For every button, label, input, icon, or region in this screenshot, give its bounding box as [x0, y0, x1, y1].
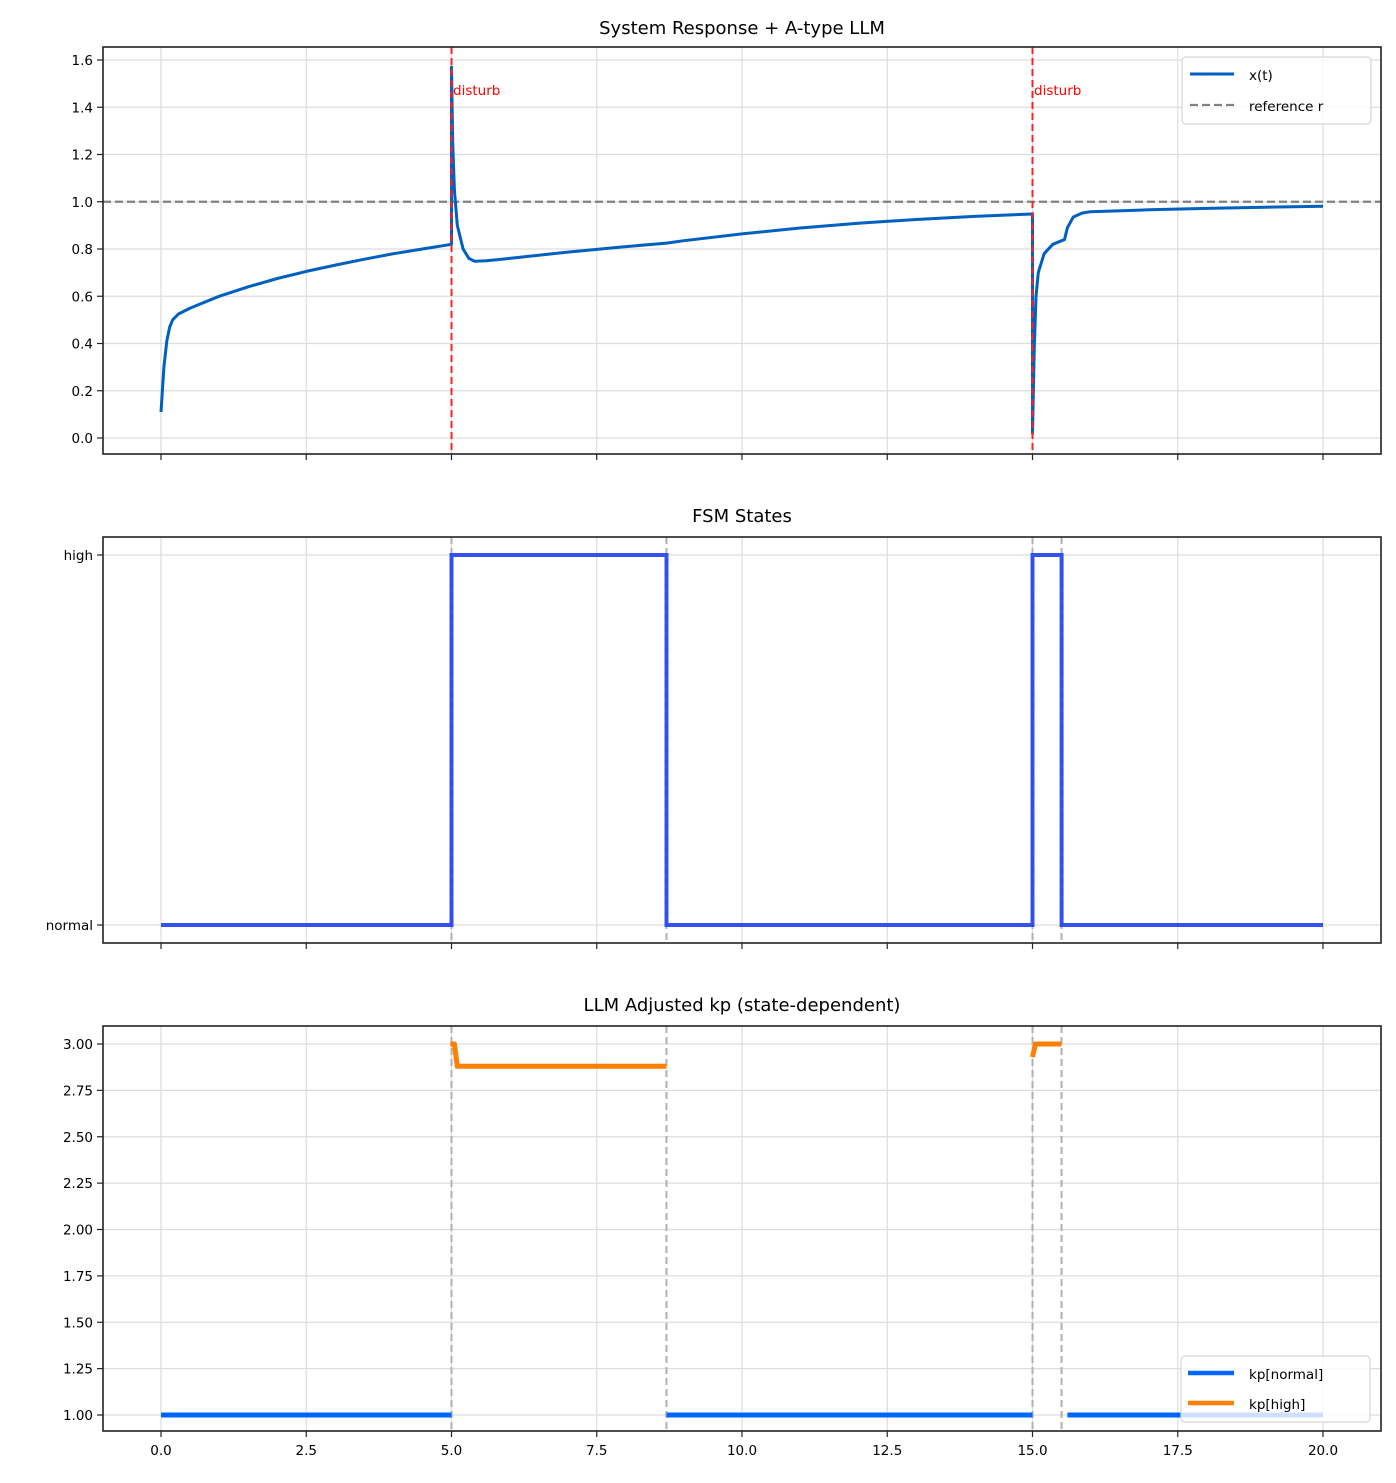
panel-fsm-states: FSM States normal high: [46, 506, 1382, 949]
kp-high-line: [1030, 1041, 1062, 1058]
legend: kp[normal] kp[high]: [1180, 1355, 1371, 1423]
series-lines: [161, 537, 1323, 943]
y-tick-label: 1.0: [72, 195, 93, 211]
y-tick-label: 1.2: [72, 148, 93, 164]
disturb-label: disturb: [1034, 83, 1081, 99]
y-tick-label: 3.00: [63, 1037, 93, 1053]
panel-system-response: System Response + A-type LLM 0.00.20.40.…: [72, 18, 1382, 460]
legend-label-kp-high: kp[high]: [1249, 1397, 1305, 1413]
fsm-state-line: [161, 553, 1323, 927]
y-tick-label: 0.8: [72, 242, 93, 258]
x-tick-label: 15.0: [1017, 1443, 1047, 1459]
x-tick-label: 0.0: [150, 1443, 171, 1459]
legend-label-xt: x(t): [1249, 68, 1273, 84]
x-tick-label: 7.5: [586, 1443, 607, 1459]
response-line: [159, 65, 1324, 435]
x-tick-label: 2.5: [296, 1443, 317, 1459]
y-tick-label: 1.00: [63, 1408, 93, 1424]
legend-label-reference: reference r: [1249, 99, 1324, 115]
y-tick-label: 2.50: [63, 1130, 93, 1146]
x-axis-ticks: [160, 454, 1324, 460]
y-tick-label: 2.75: [63, 1083, 93, 1099]
y-tick-label: 2.25: [63, 1176, 93, 1192]
y-axis-ticks: 0.0 0.2 0.4 0.6 0.8 1.0 1.2 1.4 1.6: [72, 53, 103, 447]
y-tick-label: 0.2: [72, 384, 93, 400]
y-tick-label: 0.4: [72, 337, 93, 353]
y-axis-ticks: 1.00 1.25 1.50 1.75 2.00 2.25 2.50 2.75 3.00: [63, 1037, 103, 1424]
y-tick-label: normal: [46, 918, 93, 934]
y-axis-ticks: normal high: [46, 548, 103, 934]
y-tick-label: 2.00: [63, 1223, 93, 1239]
panel-llm-kp: LLM Adjusted kp (state-dependent) 1.001.…: [63, 995, 1382, 1459]
x-axis-ticks: [160, 943, 1324, 949]
chart-title-fsm-states: FSM States: [692, 506, 792, 527]
y-tick-label: 0.6: [72, 289, 93, 305]
legend-label-kp-normal: kp[normal]: [1249, 1367, 1323, 1383]
x-tick-label: 5.0: [441, 1443, 462, 1459]
x-tick-label: 20.0: [1308, 1443, 1338, 1459]
chart-title-llm-kp: LLM Adjusted kp (state-dependent): [584, 995, 901, 1016]
axes-frame: [102, 46, 1382, 455]
x-tick-label: 10.0: [727, 1443, 757, 1459]
y-tick-label: 1.50: [63, 1315, 93, 1331]
x-axis-ticks: 0.0 2.5 5.0 7.5 10.0 12.5 15.0 17.5 20.0: [150, 1431, 1338, 1459]
chart-title-system-response: System Response + A-type LLM: [599, 18, 885, 39]
y-tick-label: 1.75: [63, 1269, 93, 1285]
y-tick-label: 1.4: [72, 100, 93, 116]
kp-high-line: [450, 1041, 667, 1069]
grid-lines: [103, 1026, 1381, 1431]
axes-frame: [102, 536, 1382, 944]
x-tick-label: 12.5: [872, 1443, 902, 1459]
x-tick-label: 17.5: [1163, 1443, 1193, 1459]
series-lines: [103, 47, 1381, 454]
y-tick-label: 0.0: [72, 431, 93, 447]
legend: x(t) reference r: [1181, 56, 1372, 125]
series-lines: [161, 1026, 1323, 1431]
y-tick-label: 1.25: [63, 1362, 93, 1378]
y-tick-label: high: [64, 548, 93, 564]
disturb-label: disturb: [453, 83, 500, 99]
axes-frame: [102, 1025, 1382, 1432]
y-tick-label: 1.6: [72, 53, 93, 69]
